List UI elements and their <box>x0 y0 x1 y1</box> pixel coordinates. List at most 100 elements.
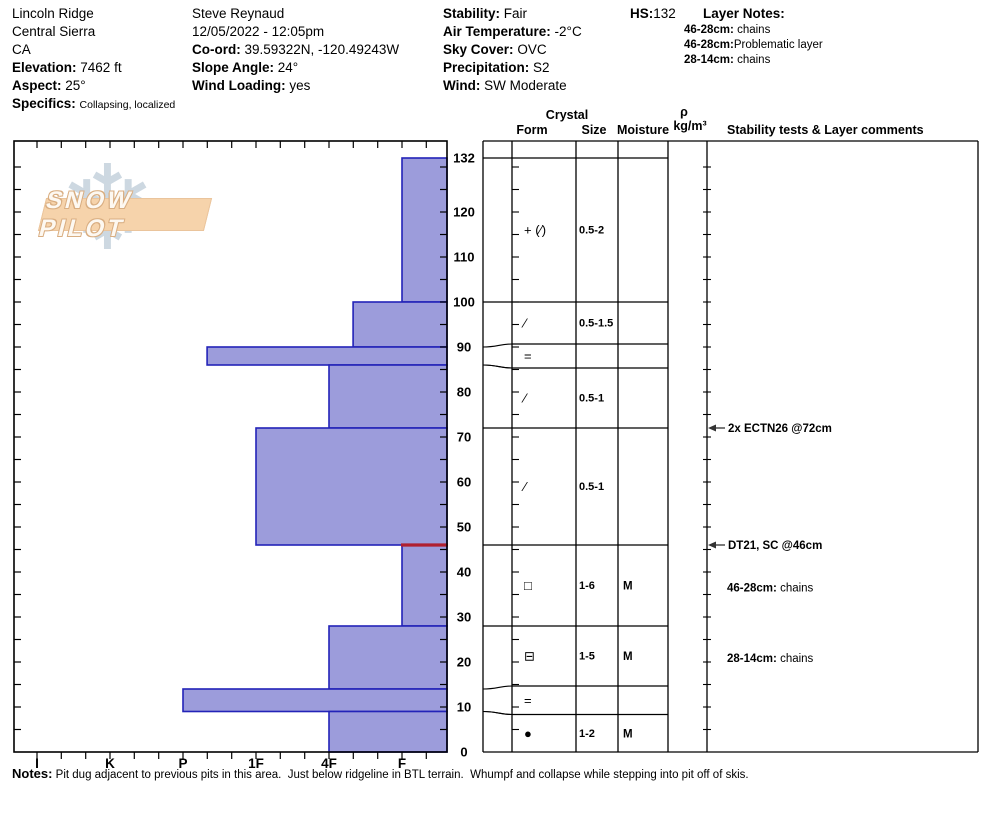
slope-angle-label: Slope Angle: <box>192 60 275 75</box>
coord-line: Co-ord: 39.59322N, -120.49243W <box>192 41 399 59</box>
layer-bar <box>328 710 448 753</box>
layer-bar <box>401 157 448 303</box>
depth-label: 132 <box>453 151 475 166</box>
form-symbol: ∕ <box>521 479 528 494</box>
moisture-value: M <box>623 728 633 740</box>
wind-value: SW Moderate <box>484 78 567 93</box>
hs-value: 132 <box>653 6 676 21</box>
specifics-label: Specifics: <box>12 96 76 111</box>
layer-bar <box>182 688 448 713</box>
size-value: 1-6 <box>579 580 595 592</box>
depth-label: 60 <box>457 475 471 490</box>
specifics-value: Collapsing, localized <box>79 99 176 111</box>
layer-bar <box>352 301 448 348</box>
layer-note: 28-14cm: chains <box>684 53 823 68</box>
layer-comment: 28-14cm: chains <box>727 653 814 665</box>
elevation-label: Elevation: <box>12 60 77 75</box>
conditions-block: Stability: Fair Air Temperature: -2°C Sk… <box>443 5 582 95</box>
leader-curve <box>482 364 513 369</box>
location-block: Lincoln Ridge Central Sierra CA Elevatio… <box>12 5 175 114</box>
form-symbol: □ <box>524 578 532 593</box>
moisture-value: M <box>623 651 633 663</box>
coord-value: 39.59322N, -120.49243W <box>244 42 400 57</box>
layer-bar <box>401 544 448 627</box>
precip-label: Precipitation: <box>443 60 530 75</box>
stability-tests-header: Stability tests & Layer comments <box>727 123 924 137</box>
density-header: ρ <box>680 105 688 119</box>
test-annotation: DT21, SC @46cm <box>728 540 822 552</box>
stability-value: Fair <box>503 6 528 21</box>
depth-label: 40 <box>457 565 471 580</box>
layer-bar <box>206 346 448 366</box>
depth-label: 70 <box>457 430 471 445</box>
size-value: 1-5 <box>579 651 595 663</box>
wind-loading-value: yes <box>289 78 311 93</box>
moisture-value: M <box>623 581 633 593</box>
size-value: 0.5-1 <box>579 393 604 405</box>
test-annotation: 2x ECTN26 @72cm <box>728 423 832 435</box>
air-temp-label: Air Temperature: <box>443 24 551 39</box>
sky-cover-label: Sky Cover: <box>443 42 514 57</box>
density-units: kg/m³ <box>673 119 707 133</box>
elevation-value: 7462 ft <box>80 60 122 75</box>
layer-comment: 46-28cm: chains <box>727 583 814 595</box>
layer-bar <box>328 364 448 429</box>
depth-label: 110 <box>454 250 475 265</box>
site-name: Lincoln Ridge <box>12 6 94 21</box>
notes-text: Pit dug adjacent to previous pits in thi… <box>55 769 749 781</box>
layer-note-text: Problematic layer <box>733 39 823 51</box>
layer-note: 46-28cm:Problematic layer <box>684 38 823 53</box>
moisture-header: Moisture <box>616 123 670 137</box>
sky-cover-line: Sky Cover: OVC <box>443 41 582 59</box>
air-temp-line: Air Temperature: -2°C <box>443 23 582 41</box>
form-symbol: = <box>524 693 532 708</box>
depth-label: 30 <box>457 610 471 625</box>
form-symbol: ● <box>524 726 532 741</box>
form-symbol: = <box>524 349 532 364</box>
aspect-line: Aspect: 25° <box>12 77 175 95</box>
form-symbol: ∕ <box>521 316 528 331</box>
stability-line: Stability: Fair <box>443 5 582 23</box>
depth-label: 10 <box>457 700 471 715</box>
aspect-label: Aspect: <box>12 78 62 93</box>
air-temp-value: -2°C <box>554 24 582 39</box>
coord-label: Co-ord: <box>192 42 241 57</box>
depth-label: 80 <box>457 385 471 400</box>
state: CA <box>12 42 31 57</box>
aspect-value: 25° <box>65 78 86 93</box>
size-value: 0.5-2 <box>579 225 604 237</box>
form-symbol: ⊟ <box>524 649 535 664</box>
crystal-header: Crystal <box>545 108 589 122</box>
depth-label: 20 <box>457 655 471 670</box>
leader-curve <box>482 343 513 348</box>
precip-value: S2 <box>533 60 550 75</box>
size-value: 0.5-1 <box>579 481 604 493</box>
layer-note-text: chains <box>737 24 771 36</box>
leader-curve <box>482 710 513 716</box>
depth-label: 50 <box>457 520 471 535</box>
slope-angle-line: Slope Angle: 24° <box>192 59 399 77</box>
wind-label: Wind: <box>443 78 481 93</box>
leader-curve <box>482 710 513 716</box>
wind-loading-line: Wind Loading: yes <box>192 77 399 95</box>
hs-line: HS:132 <box>630 5 676 23</box>
leader-curve <box>482 685 513 690</box>
sky-cover-value: OVC <box>517 42 547 57</box>
notes-line: Notes: Pit dug adjacent to previous pits… <box>12 766 749 781</box>
layer-note-range: 46-28cm: <box>684 24 734 36</box>
observation-datetime: 12/05/2022 - 12:05pm <box>192 24 325 39</box>
form-symbol: + (∕) <box>524 223 546 238</box>
wind-line: Wind: SW Moderate <box>443 77 582 95</box>
layer-note-text: chains <box>737 54 771 66</box>
layer-notes-list: 46-28cm: chains 46-28cm:Problematic laye… <box>684 23 823 68</box>
logo-text: SNOW PILOT <box>36 186 137 242</box>
region: Central Sierra <box>12 24 96 39</box>
size-value: 0.5-1.5 <box>579 318 613 330</box>
elevation-line: Elevation: 7462 ft <box>12 59 175 77</box>
layer-note-range: 28-14cm: <box>684 54 734 66</box>
depth-label: 90 <box>457 340 471 355</box>
layer-bar <box>328 625 448 690</box>
depth-label: 120 <box>453 205 475 220</box>
depth-label: 100 <box>453 295 475 310</box>
